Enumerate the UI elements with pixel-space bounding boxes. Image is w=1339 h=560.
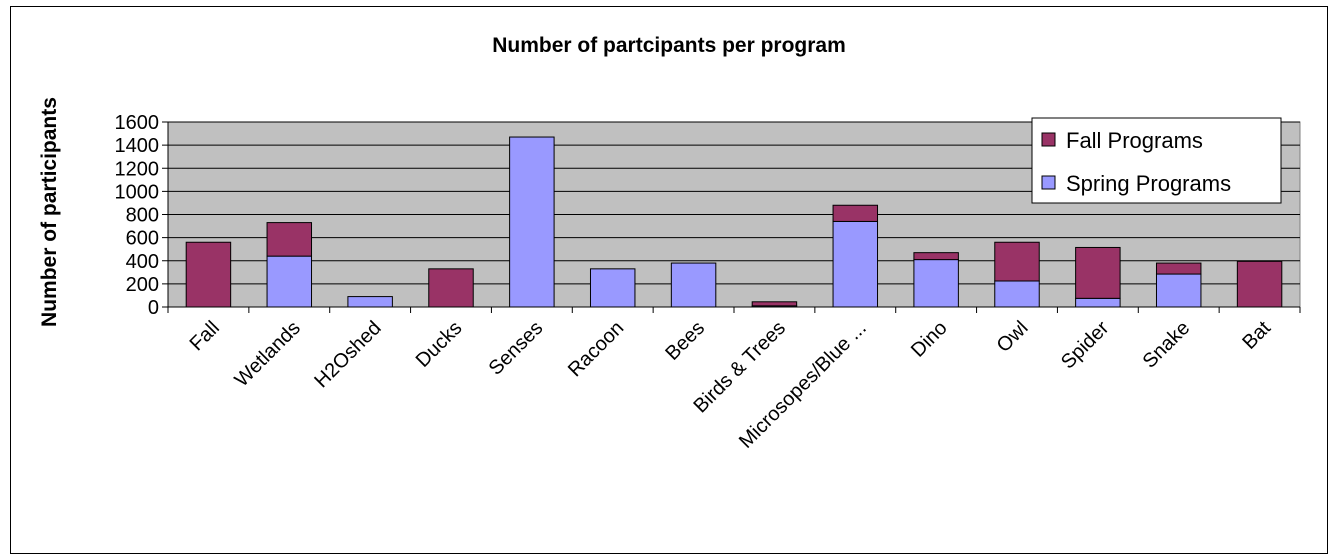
legend: Fall Programs Spring Programs xyxy=(1031,117,1282,204)
bar-fall xyxy=(913,252,959,261)
bar-fall xyxy=(832,204,879,222)
bar-spring xyxy=(347,296,393,308)
bar-spring xyxy=(913,259,959,308)
y-tick-label: 1000 xyxy=(115,181,160,203)
x-tick-label: Racoon xyxy=(564,317,628,381)
y-tick-label: 1600 xyxy=(115,112,160,134)
x-tick-label: Snake xyxy=(1139,317,1195,373)
bar-fall xyxy=(1155,262,1202,275)
legend-swatch-spring xyxy=(1041,175,1056,190)
bar-spring xyxy=(589,268,636,308)
bar-spring xyxy=(266,255,313,308)
bar-fall xyxy=(751,301,798,307)
bar-fall xyxy=(1236,260,1283,308)
bar-spring xyxy=(1155,273,1202,308)
x-tick-label: Fall xyxy=(186,317,224,355)
legend-swatch-fall xyxy=(1041,132,1056,147)
bar-spring xyxy=(509,136,555,308)
bar-spring xyxy=(832,220,879,308)
x-tick-label: Dino xyxy=(907,317,952,362)
legend-label-spring: Spring Programs xyxy=(1066,171,1231,196)
x-tick-label: Bat xyxy=(1238,317,1275,354)
y-tick-label: 600 xyxy=(126,228,159,250)
x-tick-label: Ducks xyxy=(412,317,467,372)
legend-box xyxy=(1031,117,1282,204)
x-tick-label: H2Oshed xyxy=(310,317,385,392)
bars xyxy=(185,136,1283,308)
x-tick-label: Wetlands xyxy=(231,317,305,391)
bar-fall xyxy=(1075,246,1121,299)
x-tick-label: Senses xyxy=(485,317,548,380)
bar-fall xyxy=(428,268,474,308)
y-tick-label: 1400 xyxy=(115,135,160,157)
x-tick-label: Owl xyxy=(993,317,1033,357)
bar-fall xyxy=(994,241,1040,282)
chart-title: Number of partcipants per program xyxy=(492,34,846,57)
legend-label-fall: Fall Programs xyxy=(1066,128,1203,153)
y-tick-label: 800 xyxy=(126,205,159,227)
bar-spring xyxy=(1075,297,1121,308)
bar-fall xyxy=(185,241,232,308)
y-tick-label: 0 xyxy=(148,297,159,319)
y-tick-label: 1200 xyxy=(115,158,160,180)
bar-spring xyxy=(994,280,1040,308)
bar-spring xyxy=(670,262,717,308)
x-axis-ticks: Fall Wetlands H2Oshed Ducks Senses Racoon Bees… xyxy=(167,306,1301,453)
bar-fall xyxy=(266,222,313,257)
y-tick-label: 400 xyxy=(126,251,159,273)
y-tick-label: 200 xyxy=(126,274,159,296)
x-tick-label: Bees xyxy=(661,317,709,365)
x-tick-label: Spider xyxy=(1057,317,1114,374)
y-axis-title: Number of participants xyxy=(38,97,61,327)
